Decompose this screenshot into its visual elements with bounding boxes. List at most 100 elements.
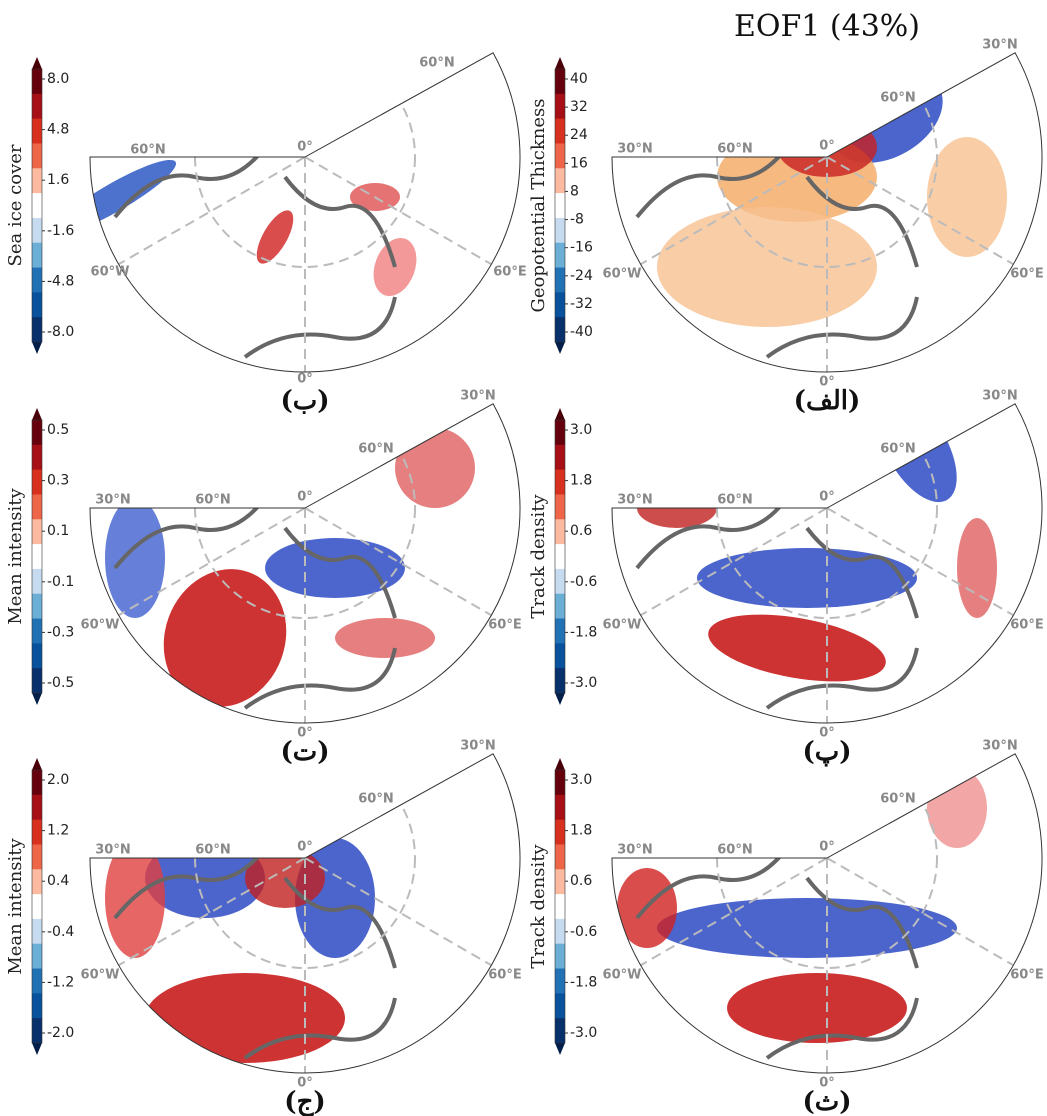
map-label: 60°N (358, 442, 393, 457)
panel: 30°N60°N30°N 60°N 0°60°W 60°E0°(پ)3.01.80.6… (528, 389, 1044, 768)
map-outline (89, 403, 521, 724)
colorbar-tick-label: -0.4 (47, 924, 74, 940)
colorbar-tick-label: -24 (570, 268, 593, 284)
colorbar-step (555, 242, 565, 269)
map-label: 60°E (488, 968, 521, 983)
colorbar-step (32, 69, 42, 95)
colorbar-tick-label: -4.8 (47, 273, 74, 289)
colorbar-step (32, 618, 42, 644)
anomaly-field (335, 618, 435, 658)
map-fill (635, 52, 1014, 372)
colorbar-tick-label: -1.8 (570, 624, 597, 640)
map-outline (611, 753, 1043, 1074)
colorbar-step (32, 118, 42, 144)
anomaly-field (256, 210, 294, 264)
colorbar-tick-label: -0.3 (47, 624, 74, 640)
colorbar-tick-label: -1.6 (47, 223, 74, 239)
colorbar-step (32, 794, 42, 821)
anomaly-field (927, 768, 987, 848)
anomaly-field (265, 538, 405, 598)
map-label: 60°E (493, 265, 526, 280)
map-label: 60°E (488, 618, 521, 633)
figure-title: EOF1 (43%) (734, 9, 920, 44)
map-label: 60°N (130, 143, 165, 158)
colorbar-end (32, 693, 42, 705)
map-label: 30°N (460, 389, 495, 404)
map-label: 30°N (617, 843, 652, 858)
colorbar-tick-label: -0.6 (570, 574, 597, 590)
colorbar-step (555, 968, 565, 994)
colorbar-step (555, 618, 565, 644)
anomaly-field (657, 898, 957, 958)
colorbar-end (32, 342, 42, 354)
colorbar-step (32, 494, 42, 520)
anomaly-field (163, 569, 287, 707)
map-label: 60°W (603, 267, 642, 282)
map-label: 0° (297, 140, 313, 155)
colorbar-tick-label: -3.0 (570, 1025, 597, 1041)
colorbar-tick-label: -2.0 (47, 1025, 74, 1041)
colorbar-step (32, 593, 42, 620)
colorbar-step (32, 993, 42, 1019)
colorbar-step (32, 242, 42, 269)
colorbar-step (32, 894, 42, 920)
colorbar-step (555, 168, 565, 194)
map-label: 0° (819, 375, 835, 390)
colorbar-step (555, 918, 565, 945)
meridian (304, 507, 492, 616)
map-label: 60°N (717, 493, 752, 508)
colorbar-step (555, 643, 565, 669)
colorbar-tick-label: 16 (570, 155, 588, 171)
colorbar-step (555, 544, 565, 570)
colorbar-step (555, 469, 565, 495)
colorbar-end (555, 408, 565, 420)
panel: 30°N60°N30°N 60°N 0°60°W 60°E0°(ت)0.50.30.1… (5, 389, 522, 768)
map-outline (611, 52, 1043, 373)
map-label: 0° (297, 372, 313, 387)
map-fill (105, 753, 492, 1073)
colorbar-step (32, 469, 42, 495)
colorbar-step (32, 420, 42, 446)
colorbar-step (555, 519, 565, 545)
colorbar-step (555, 420, 565, 446)
map-label: 30°N (982, 389, 1017, 404)
colorbar-title: Sea ice cover (5, 144, 26, 266)
colorbar-step (32, 1018, 42, 1044)
map-label: 60°E (1010, 618, 1043, 633)
map-label: 60°N (358, 792, 393, 807)
meridian (826, 156, 1014, 265)
colorbar-end (32, 1043, 42, 1055)
map-label: 60°E (1010, 968, 1043, 983)
colorbar-step (555, 993, 565, 1019)
meridian (304, 857, 492, 966)
anomaly-field (90, 159, 177, 235)
colorbar-step (32, 317, 42, 343)
map-label: 0° (297, 1076, 313, 1091)
anomaly-field (708, 614, 886, 682)
colorbar-frame (31, 68, 43, 343)
meridian (826, 857, 1014, 966)
colorbar-step (32, 819, 42, 845)
map-label: 30°N (95, 493, 130, 508)
map-label: 60°N (880, 792, 915, 807)
map-label: 30°N (95, 843, 130, 858)
colorbar-step (32, 93, 42, 120)
anomaly-field (395, 428, 475, 508)
anomaly-field (697, 548, 917, 608)
colorbar-tick-label: 0.5 (47, 422, 69, 438)
panel-label: (ج) (284, 1087, 325, 1116)
colorbar-end (32, 758, 42, 770)
colorbar-step (555, 1018, 565, 1044)
colorbar-step (555, 267, 565, 293)
colorbar-step (555, 494, 565, 520)
meridian (118, 156, 306, 265)
colorbar-tick-label: 40 (570, 71, 588, 87)
anomaly-field (105, 498, 165, 618)
colorbar-step (32, 643, 42, 669)
colorbar-frame (31, 419, 43, 694)
colorbar-title: Geopotential Thickness (528, 99, 549, 313)
colorbar-step (555, 593, 565, 620)
colorbar-tick-label: -0.6 (570, 924, 597, 940)
colorbar-title: Track density (528, 844, 549, 969)
